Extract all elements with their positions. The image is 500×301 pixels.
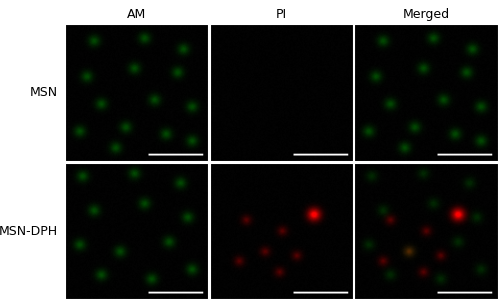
Text: MSN: MSN <box>30 86 58 99</box>
Text: PI: PI <box>276 8 287 21</box>
Text: AM: AM <box>127 8 146 21</box>
Text: MSN-DPH: MSN-DPH <box>0 225 58 238</box>
Text: Merged: Merged <box>402 8 450 21</box>
